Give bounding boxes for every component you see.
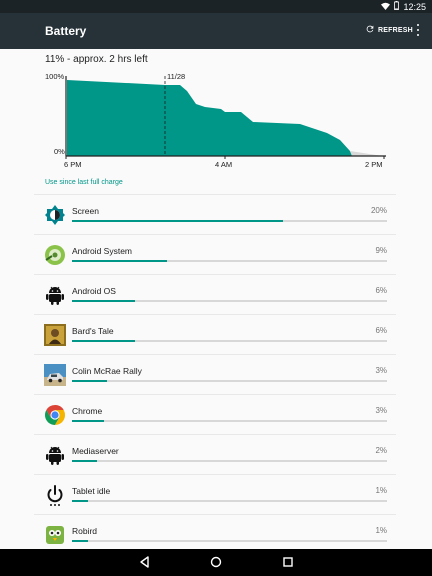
item-name: Android System: [72, 246, 132, 256]
wifi-icon: [381, 2, 391, 12]
usage-bar-fill: [72, 380, 107, 382]
robird-icon: [44, 524, 66, 546]
usage-bar: [72, 300, 387, 302]
usage-bar-fill: [72, 340, 135, 342]
date-marker-label: 11/28: [167, 72, 185, 81]
usage-bar-fill: [72, 540, 88, 542]
android-system-icon: [44, 244, 66, 266]
item-percent: 1%: [375, 526, 387, 535]
usage-bar: [72, 500, 387, 502]
item-name: Chrome: [72, 406, 103, 416]
list-item-tablet-idle[interactable]: Tablet idle 1%: [34, 475, 396, 515]
refresh-icon: [365, 24, 375, 36]
list-item-screen[interactable]: Screen 20%: [34, 195, 396, 235]
divider: [34, 194, 396, 195]
item-name: Screen: [72, 206, 99, 216]
use-since-label: Use since last full charge: [45, 179, 123, 186]
status-time: 12:25: [403, 1, 426, 12]
x-tick-label: 2 PM: [365, 160, 383, 169]
back-icon[interactable]: [138, 555, 152, 569]
list-item-mediaserver[interactable]: Mediaserver 2%: [34, 435, 396, 475]
usage-bar-fill: [72, 220, 284, 222]
list-item-chrome[interactable]: Chrome 3%: [34, 395, 396, 435]
recents-icon[interactable]: [281, 555, 295, 569]
list-item-colin-mcrae-rally[interactable]: Colin McRae Rally 3%: [34, 355, 396, 395]
battery-history-chart: 100% 0% 11/28 6 PM 4 AM 2 PM: [45, 72, 386, 169]
chrome-icon: [44, 404, 66, 426]
usage-bar: [72, 420, 387, 422]
app-bar: Battery REFRESH: [0, 13, 432, 49]
usage-bar-fill: [72, 300, 135, 302]
item-percent: 9%: [375, 246, 387, 255]
item-percent: 6%: [375, 326, 387, 335]
item-percent: 2%: [375, 446, 387, 455]
android-icon: [44, 444, 66, 466]
usage-list: Screen 20% Android System 9%: [34, 194, 396, 555]
item-percent: 20%: [370, 206, 387, 215]
item-percent: 3%: [375, 406, 387, 415]
x-tick-label: 4 AM: [215, 160, 232, 169]
usage-bar-fill: [72, 260, 167, 262]
y-tick-label: 0%: [54, 147, 65, 156]
item-percent: 1%: [375, 486, 387, 495]
projected-level-area: [350, 151, 383, 156]
home-icon[interactable]: [209, 555, 223, 569]
usage-bar: [72, 220, 387, 222]
more-vert-icon[interactable]: [413, 23, 423, 37]
item-percent: 3%: [375, 366, 387, 375]
power-icon: [44, 484, 66, 506]
battery-level-area: [67, 80, 352, 156]
item-name: Mediaserver: [72, 446, 119, 456]
usage-bar: [72, 540, 387, 542]
y-tick-label: 100%: [45, 72, 65, 81]
item-name: Android OS: [72, 286, 116, 296]
battery-summary: 11% - approx. 2 hrs left: [45, 54, 148, 65]
usage-bar: [72, 380, 387, 382]
usage-bar: [72, 340, 387, 342]
page-title: Battery: [45, 24, 87, 38]
list-item-android-os[interactable]: Android OS 6%: [34, 275, 396, 315]
usage-bar: [72, 260, 387, 262]
battery-content: 11% - approx. 2 hrs left 100% 0% 11/28 6…: [0, 49, 432, 555]
usage-bar-fill: [72, 500, 88, 502]
navigation-bar: [0, 549, 432, 576]
refresh-button[interactable]: REFRESH: [365, 24, 413, 36]
bards-tale-icon: [44, 324, 66, 346]
usage-bar-fill: [72, 460, 98, 462]
status-bar: 12:25: [0, 0, 432, 13]
list-item-bards-tale[interactable]: Bard's Tale 6%: [34, 315, 396, 355]
item-name: Robird: [72, 526, 98, 536]
item-name: Tablet idle: [72, 486, 111, 496]
brightness-icon: [44, 204, 66, 226]
colin-mcrae-rally-icon: [44, 364, 66, 386]
usage-bar: [72, 460, 387, 462]
x-tick-label: 6 PM: [64, 160, 82, 169]
refresh-label: REFRESH: [378, 26, 413, 34]
android-icon: [44, 284, 66, 306]
item-name: Colin McRae Rally: [72, 366, 142, 376]
item-percent: 6%: [375, 286, 387, 295]
battery-icon: [394, 1, 400, 12]
list-item-android-system[interactable]: Android System 9%: [34, 235, 396, 275]
usage-bar-fill: [72, 420, 104, 422]
item-name: Bard's Tale: [72, 326, 114, 336]
